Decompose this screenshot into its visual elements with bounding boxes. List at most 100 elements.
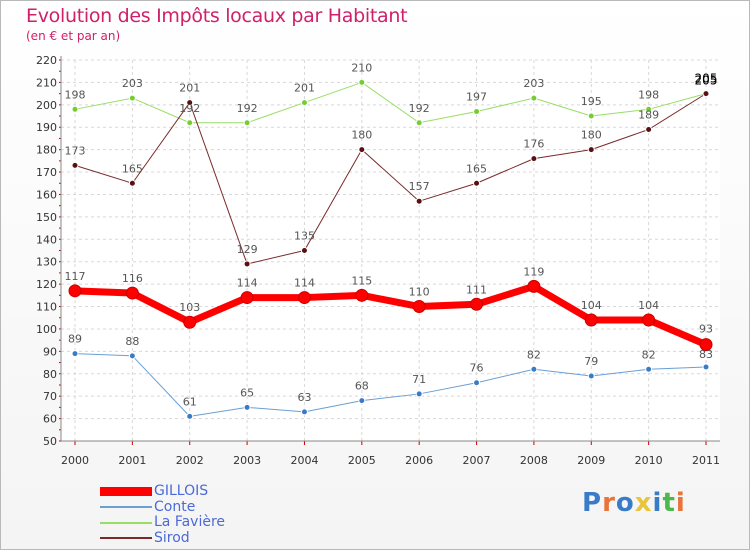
legend: GILLOIS Conte La Favière Sirod	[100, 484, 225, 546]
x-tick-label: 2011	[692, 454, 720, 467]
data-label: 76	[470, 362, 484, 375]
data-label: 83	[699, 348, 713, 361]
data-label: 197	[466, 91, 487, 104]
data-label: 63	[297, 391, 311, 404]
y-tick-label: 50	[43, 435, 57, 448]
y-tick-label: 160	[36, 188, 57, 201]
y-tick-label: 130	[36, 256, 57, 269]
data-point	[68, 284, 82, 298]
data-label: 192	[179, 102, 200, 115]
y-tick-label: 200	[36, 99, 57, 112]
data-point	[355, 288, 369, 302]
x-tick-label: 2010	[635, 454, 663, 467]
legend-swatch-sirod	[100, 537, 152, 540]
data-label: 65	[240, 386, 254, 399]
y-tick-label: 180	[36, 144, 57, 157]
data-point	[473, 108, 481, 116]
data-label: 165	[122, 162, 143, 175]
plot-area	[61, 60, 720, 441]
y-tick-label: 110	[36, 301, 57, 314]
data-point	[186, 119, 194, 127]
data-label: 205	[695, 72, 718, 86]
data-point	[240, 291, 254, 305]
data-point	[243, 403, 251, 411]
data-label: 129	[237, 243, 258, 256]
legend-label-gillois: GILLOIS	[154, 483, 209, 500]
legend-label-conte: Conte	[154, 498, 196, 515]
data-label: 203	[523, 77, 544, 90]
data-point	[587, 372, 595, 380]
data-point	[243, 119, 251, 127]
data-point	[358, 397, 366, 405]
y-tick-label: 170	[36, 166, 57, 179]
data-label: 68	[355, 380, 369, 393]
legend-label-la-faviere: La Favière	[154, 514, 226, 531]
data-label: 157	[409, 180, 430, 193]
data-point	[642, 313, 656, 327]
legend-label-sirod: Sirod	[154, 529, 190, 546]
data-point	[415, 390, 423, 398]
data-point	[186, 99, 194, 107]
data-label: 198	[65, 88, 86, 101]
data-label: 201	[294, 82, 315, 95]
data-point	[587, 112, 595, 120]
legend-swatch-gillois	[100, 487, 152, 497]
y-tick-label: 220	[36, 54, 57, 67]
x-tick-label: 2001	[118, 454, 146, 467]
y-tick-label: 100	[36, 323, 57, 336]
data-label: 180	[581, 129, 602, 142]
data-point	[128, 94, 136, 102]
y-tick-label: 190	[36, 121, 57, 134]
data-point	[415, 119, 423, 127]
legend-swatch-conte	[100, 506, 152, 509]
data-point	[71, 350, 79, 358]
data-point	[470, 297, 484, 311]
data-label: 116	[122, 272, 143, 285]
series-line-la-favière	[74, 81, 707, 124]
data-point	[584, 313, 598, 327]
chart-subtitle: (en € et par an)	[26, 29, 121, 43]
data-label: 104	[638, 299, 659, 312]
data-label: 89	[68, 333, 82, 346]
logo-letter: t	[662, 488, 676, 518]
data-label: 110	[409, 286, 430, 299]
data-label: 165	[466, 162, 487, 175]
data-point	[645, 105, 653, 113]
data-point	[71, 105, 79, 113]
y-tick-label: 150	[36, 211, 57, 224]
y-tick-label: 90	[43, 345, 57, 358]
x-tick-label: 2005	[348, 454, 376, 467]
x-tick-label: 2002	[176, 454, 204, 467]
data-label: 173	[65, 144, 86, 157]
data-label: 192	[409, 102, 430, 115]
data-point	[587, 146, 595, 154]
data-label: 114	[294, 277, 315, 290]
data-label: 104	[581, 299, 602, 312]
legend-item-sirod: Sirod	[100, 529, 225, 547]
x-tick-label: 2007	[463, 454, 491, 467]
x-tick-label: 2006	[405, 454, 433, 467]
data-point	[473, 179, 481, 187]
legend-swatch-la-faviere	[100, 521, 152, 524]
data-label: 205	[695, 74, 718, 88]
y-tick-label: 210	[36, 76, 57, 89]
data-label: 115	[351, 274, 372, 287]
data-label: 114	[237, 277, 258, 290]
data-point	[412, 300, 426, 314]
x-tick-label: 2003	[233, 454, 261, 467]
logo-letter: r	[602, 488, 616, 518]
data-label: 189	[638, 108, 659, 121]
data-label: 82	[642, 348, 656, 361]
data-label: 192	[237, 102, 258, 115]
data-point	[358, 78, 366, 86]
data-label: 195	[581, 95, 602, 108]
data-point	[300, 99, 308, 107]
data-point	[530, 94, 538, 102]
y-tick-label: 140	[36, 233, 57, 246]
data-label: 103	[179, 301, 200, 314]
chart-title: Evolution des Impôts locaux par Habitant	[26, 5, 408, 27]
data-point	[530, 365, 538, 373]
legend-item-la-faviere: La Favière	[100, 515, 225, 531]
y-tick-label: 120	[36, 278, 57, 291]
data-label: 119	[523, 265, 544, 278]
